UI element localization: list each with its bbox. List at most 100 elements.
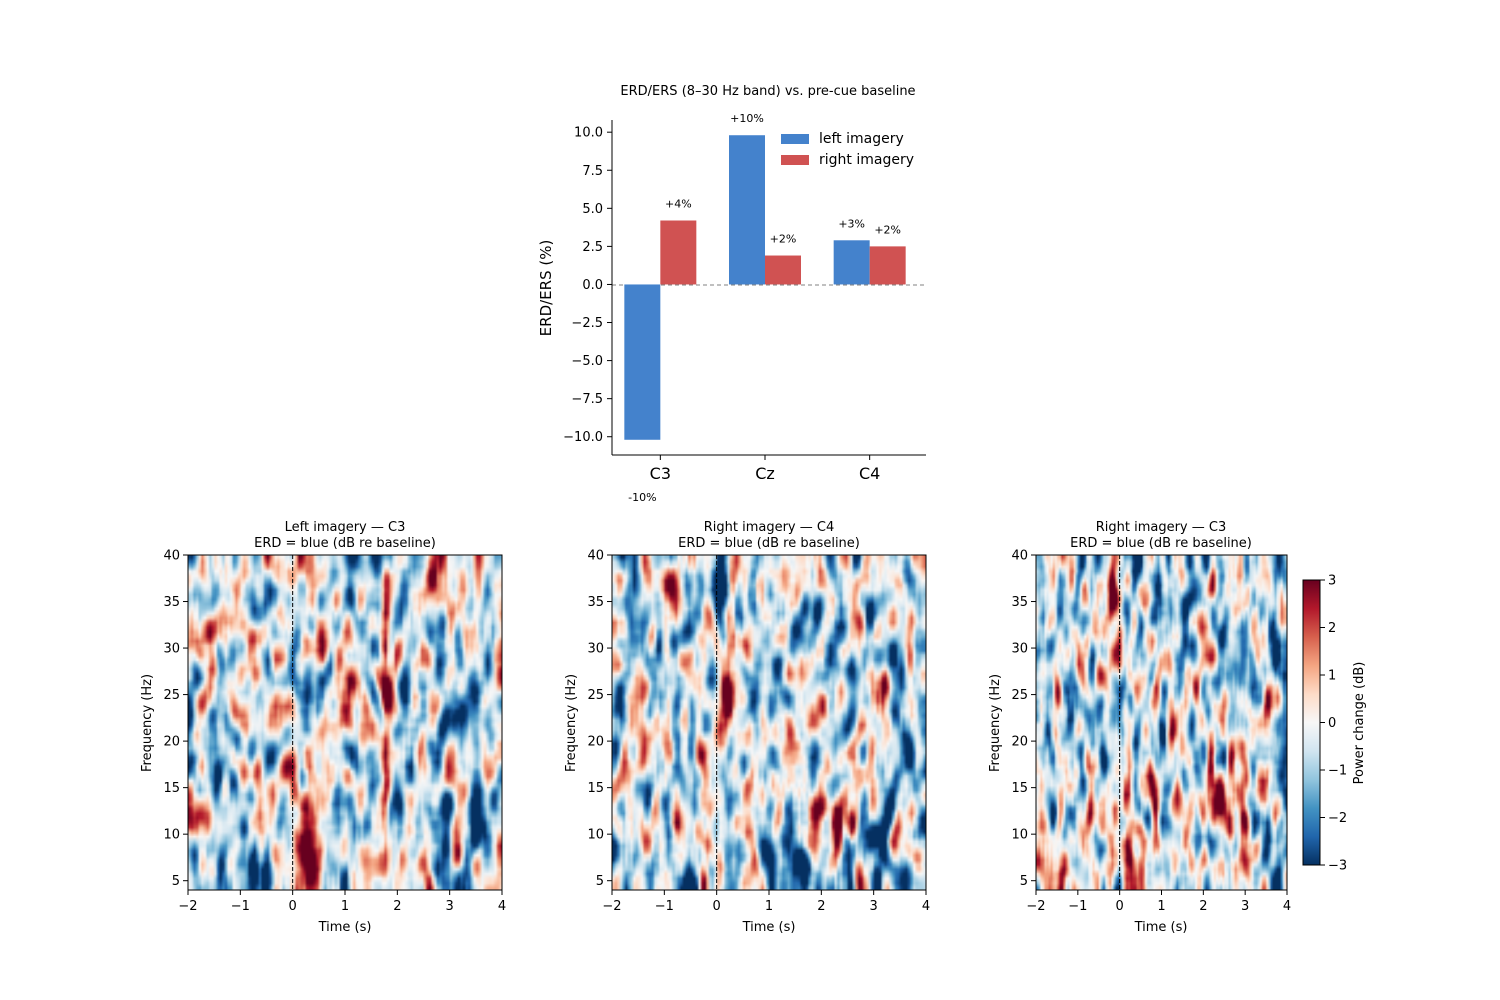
heatmap-1-axes: −2 −1 0 1 2 3 4 5 10 15 20 25 30 35 40 [163,549,506,915]
heatmap-x-tick-label: 1 [1157,899,1165,914]
bar-value-label: -10% [628,491,656,504]
colorbar-ticks: −3 −2 −1 0 1 2 3 [1320,574,1347,874]
colorbar-tick-label: −1 [1328,764,1347,779]
bar-chart: ERD/ERS (8–30 Hz band) vs. pre-cue basel… [537,84,926,504]
heatmap-x-tick-label: −2 [1026,899,1045,914]
heatmap-x-tick-label: 1 [765,899,773,914]
heatmap-2-axes: −2 −1 0 1 2 3 4 5 10 15 20 25 30 35 40 [587,549,930,915]
colorbar-gradient [1302,579,1321,866]
bar-value-label: +10% [730,112,764,125]
bar-chart-title: ERD/ERS (8–30 Hz band) vs. pre-cue basel… [620,84,915,99]
heatmap-x-tick-label: 3 [1241,899,1249,914]
heatmap-3-image [1036,555,1287,890]
heatmap-x-tick-label: −1 [655,899,674,914]
bar-value-label: +3% [838,217,865,230]
heatmap-x-tick-label: 0 [713,899,721,914]
bar-right-imagery-C3 [660,220,697,285]
bar-left-imagery-C4 [833,240,870,285]
heatmap-y-tick-label: 20 [163,735,180,750]
bar-legend: left imagery right imagery [781,131,914,168]
heatmap-2-title-line1: Right imagery — C4 [704,520,835,535]
heatmap-1-title-line2: ERD = blue (dB re baseline) [254,536,436,551]
heatmap-1-xlabel: Time (s) [318,920,372,935]
heatmap-y-tick-label: 25 [163,688,180,703]
heatmap-raster [612,555,926,890]
heatmap-y-tick-label: 10 [1011,828,1028,843]
bar-left-imagery-C3 [624,284,661,440]
heatmap-x-tick-label: 3 [870,899,878,914]
colorbar-tick-label: 2 [1328,621,1336,636]
heatmap-x-tick-label: 2 [393,899,401,914]
heatmap-2-xlabel: Time (s) [742,920,796,935]
heatmap-x-tick-label: 3 [446,899,454,914]
heatmap-x-tick-label: −2 [602,899,621,914]
heatmap-3-axes: −2 −1 0 1 2 3 4 5 10 15 20 25 30 35 40 [1011,549,1291,915]
heatmap-x-tick-label: −2 [178,899,197,914]
bar-right-imagery-C4 [869,246,906,285]
colorbar-tick-label: 0 [1328,716,1336,731]
bar-y-tick-label: 5.0 [582,202,603,217]
heatmap-2-title-line2: ERD = blue (dB re baseline) [678,536,860,551]
bar-y-tick-label: 0.0 [582,278,603,293]
bar-y-tick-label: −2.5 [571,316,603,331]
heatmap-y-tick-label: 25 [1011,688,1028,703]
heatmap-y-tick-label: 40 [1011,549,1028,564]
heatmap-y-tick-label: 5 [172,874,180,889]
heatmap-1-image [188,555,502,890]
heatmap-raster [1036,555,1287,890]
heatmap-panel-right-c3: Right imagery — C3 ERD = blue (dB re bas… [988,520,1291,935]
heatmap-y-tick-label: 35 [1011,595,1028,610]
legend-label-left: left imagery [819,131,904,147]
bar-y-tick-label: 2.5 [582,240,603,255]
heatmap-y-tick-label: 15 [587,781,604,796]
colorbar-tick-label: −2 [1328,811,1347,826]
heatmap-y-tick-label: 5 [596,874,604,889]
colorbar-label: Power change (dB) [1352,662,1367,785]
heatmap-y-tick-label: 30 [163,642,180,657]
heatmap-x-tick-label: 4 [1283,899,1291,914]
colorbar-tick-label: −3 [1328,859,1347,874]
heatmap-raster [188,555,502,890]
bar-y-axis: −10.0 −7.5 −5.0 −2.5 0.0 2.5 5.0 7.5 10.0 [563,126,612,445]
bar-chart-ylabel: ERD/ERS (%) [537,240,555,337]
bar-y-tick-label: −5.0 [571,354,603,369]
colorbar-tick-label: 3 [1328,574,1336,589]
heatmap-y-tick-label: 35 [587,595,604,610]
heatmap-2-image [612,555,926,890]
bar-value-label: +4% [665,198,692,211]
bar-x-axis: C3 Cz C4 [650,455,880,483]
heatmap-x-tick-label: 2 [817,899,825,914]
bars-group: -10% +4% +10% +2% +3% +2% [624,112,906,504]
heatmap-x-tick-label: 1 [341,899,349,914]
legend-label-right: right imagery [819,152,914,168]
heatmap-x-tick-label: 4 [498,899,506,914]
heatmap-x-tick-label: −1 [231,899,250,914]
heatmap-panel-right-c4: Right imagery — C4 ERD = blue (dB re bas… [564,520,930,935]
bar-value-label: +2% [770,233,797,246]
heatmap-y-tick-label: 5 [1020,874,1028,889]
heatmap-y-tick-label: 30 [1011,642,1028,657]
bar-value-label: +2% [874,223,901,236]
heatmap-3-title-line1: Right imagery — C3 [1096,520,1227,535]
heatmap-panel-left-c3: Left imagery — C3 ERD = blue (dB re base… [140,520,506,935]
heatmap-1-title-line1: Left imagery — C3 [285,520,406,535]
heatmap-y-tick-label: 20 [587,735,604,750]
heatmap-x-tick-label: 0 [1116,899,1124,914]
heatmap-y-tick-label: 30 [587,642,604,657]
bar-y-tick-label: −7.5 [571,392,603,407]
bar-x-tick-label: C3 [650,464,671,483]
bar-x-tick-label: Cz [755,464,775,483]
heatmap-y-tick-label: 15 [163,781,180,796]
heatmap-2-ylabel: Frequency (Hz) [564,674,579,772]
heatmap-y-tick-label: 15 [1011,781,1028,796]
heatmap-x-tick-label: 4 [922,899,930,914]
heatmap-y-tick-label: 40 [163,549,180,564]
heatmap-x-tick-label: −1 [1068,899,1087,914]
bar-left-imagery-Cz [729,135,765,285]
bar-y-tick-label: 10.0 [574,126,603,141]
heatmap-y-tick-label: 10 [587,828,604,843]
heatmap-y-tick-label: 40 [587,549,604,564]
heatmap-y-tick-label: 10 [163,828,180,843]
heatmap-y-tick-label: 20 [1011,735,1028,750]
